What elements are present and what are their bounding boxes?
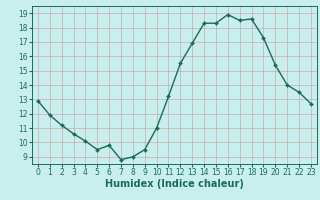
X-axis label: Humidex (Indice chaleur): Humidex (Indice chaleur) xyxy=(105,179,244,189)
